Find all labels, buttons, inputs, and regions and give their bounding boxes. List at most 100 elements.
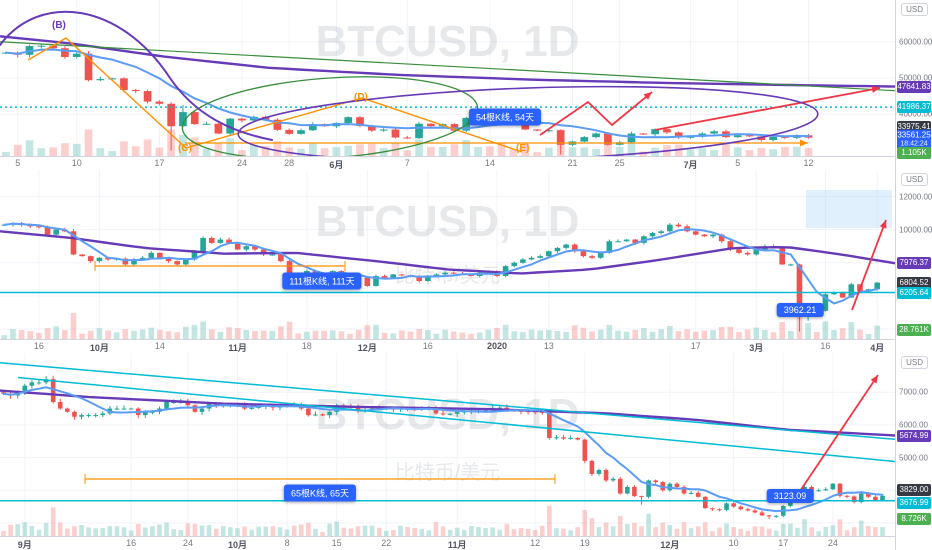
price-badge: 3829.00 [897, 484, 931, 496]
price-axis-label: 40000.00 [899, 109, 932, 119]
time-tick-label: 16 [33, 341, 44, 351]
price-badge: 7976.37 [897, 257, 931, 269]
price-badge: 6804.52 [897, 277, 931, 289]
annotations-layer[interactable] [0, 219, 895, 311]
time-tick-label: 17 [154, 158, 165, 168]
time-tick-label: 15 [331, 538, 342, 548]
time-tick-label: 12 [530, 538, 541, 548]
time-tick-label: 12月 [660, 540, 680, 550]
volume-layer [1, 505, 885, 536]
arrow-drawing [539, 91, 653, 136]
bars-measure-tooltip[interactable]: 65根K线, 65天 [283, 484, 357, 502]
time-tick-label: 11月 [228, 343, 247, 353]
ma-layer[interactable] [0, 386, 895, 513]
time-tick-label: 28 [284, 158, 295, 168]
grid-layer [0, 170, 895, 339]
time-tick-label: 7月 [683, 160, 698, 170]
ma-fast-line [2, 386, 884, 513]
bars-measure-tooltip[interactable]: 54根K线, 54天 [468, 108, 542, 126]
time-tick-label: 16 [126, 538, 137, 548]
trend-line-drawing [0, 41, 895, 92]
price-badge: 3676.99 [897, 497, 931, 509]
time-tick-label: 5 [735, 158, 741, 168]
arrow-drawing [654, 87, 881, 131]
time-tick-label: 4月 [870, 343, 885, 353]
trend-line-drawing [17, 376, 895, 463]
price-tooltip[interactable]: 3123.09 [766, 489, 814, 503]
highlight-layer [806, 190, 892, 228]
price-scale[interactable]: USD 60000.00 50000.00 40000.00 47641.83 4198… [895, 0, 932, 170]
ma-fast-line [4, 48, 810, 139]
time-tick-label: 24 [236, 158, 247, 168]
time-tick-label: 10 [728, 538, 739, 548]
price-badge: 6205.64 [897, 287, 931, 299]
price-scale[interactable]: USD 12000.00 10000.00 7976.37 6804.52 6205.6… [895, 170, 932, 353]
price-panel-bottom: BTCUSD, 1D 比特币/美元 USD 7000.00 6000.00 5000.… [0, 353, 932, 550]
time-tick-label: 10 [71, 158, 82, 168]
price-axis-label: 10000.00 [899, 225, 932, 235]
watermark-symbol: BTCUSD, 1D [315, 17, 579, 66]
time-tick-label: 12 [803, 158, 814, 168]
price-axis-label: 50000.00 [899, 73, 932, 83]
price-axis-label: 12000.00 [899, 192, 932, 201]
bars-measure-tooltip[interactable]: 111根K线, 111天 [282, 272, 362, 290]
annotations-layer[interactable]: (B) (C) (D) (E) [0, 10, 895, 156]
time-tick-label: 2020 [486, 341, 507, 351]
time-tick-label: 6月 [329, 160, 344, 170]
time-tick-label: 10月 [89, 343, 109, 353]
price-badge: 28.761K [897, 324, 931, 336]
ma-layer[interactable] [0, 35, 895, 139]
time-tick-label: 11月 [447, 540, 467, 550]
time-tick-label: 16 [422, 341, 433, 351]
time-tick-label: 3月 [749, 343, 764, 353]
price-badge: 5674.99 [897, 430, 931, 442]
price-axis-label: 60000.00 [899, 37, 932, 47]
ma-slow-line [0, 230, 895, 275]
price-axis-label: 6000.00 [899, 420, 928, 430]
annotations-layer[interactable] [0, 362, 895, 504]
time-axis[interactable]: 16 10月 14 11月 18 12月 16 2020 13 17 3月 16 4月 [0, 339, 895, 353]
time-tick-label: 5 [15, 158, 21, 168]
volume-layer [2, 129, 813, 156]
time-tick-label: 16 [820, 341, 831, 351]
ellipse-drawing [181, 76, 479, 156]
time-tick-label: 14 [154, 341, 165, 351]
price-badge: 41986.37 [897, 101, 931, 113]
price-tooltip[interactable]: 3962.21 [776, 303, 824, 317]
ma-slow-line [0, 35, 895, 88]
time-tick-label: 24 [182, 538, 193, 548]
time-tick-label: 9月 [17, 540, 32, 550]
ma-fast-line [3, 222, 879, 305]
arrow-drawing [791, 374, 879, 504]
watermark-layer: BTCUSD, 1D [315, 17, 579, 66]
currency-toggle-button[interactable]: USD [901, 3, 928, 16]
price-badge: 8.726K [897, 513, 931, 525]
curve-drawing [0, 10, 273, 141]
time-tick-label: 18 [301, 341, 312, 351]
currency-toggle-button[interactable]: USD [901, 356, 928, 369]
watermark-symbol: BTCUSD, 1D [315, 197, 579, 246]
watermark-layer: BTCUSD, 1D 比特币/美元 [315, 390, 579, 484]
time-tick-label: 22 [381, 538, 392, 548]
candlestick-chart[interactable]: BTCUSD, 1D 比特币/美元 [0, 353, 895, 536]
time-tick-label: 25 [614, 158, 625, 168]
candlestick-chart[interactable]: BTCUSD, 1D (B) (C) (D) (E) [0, 0, 895, 156]
price-axis-label: 5000.00 [899, 453, 928, 463]
price-badge: 1.105K [897, 147, 931, 159]
time-tick-label: 17 [778, 538, 789, 548]
watermark-subtitle: 比特币/美元 [395, 461, 501, 484]
ellipse-drawing [237, 85, 819, 156]
watermark-symbol: BTCUSD, 1D [315, 390, 579, 439]
time-axis[interactable]: 9月 16 24 10月 8 15 22 11月 12 19 12月 10 17 24 [0, 536, 895, 550]
time-axis[interactable]: 5 10 17 24 28 6月 7 14 21 25 7月 5 12 [0, 156, 895, 170]
time-tick-label: 17 [690, 341, 701, 351]
wave-label: (E) [516, 143, 529, 154]
time-tick-label: 10月 [227, 540, 247, 550]
time-tick-label: 13 [543, 341, 554, 351]
price-scale[interactable]: USD 7000.00 6000.00 5000.00 5674.99 3829.00 3… [895, 353, 932, 550]
time-tick-label: 24 [827, 538, 838, 548]
currency-toggle-button[interactable]: USD [901, 173, 928, 186]
ma-layer[interactable] [0, 222, 895, 305]
